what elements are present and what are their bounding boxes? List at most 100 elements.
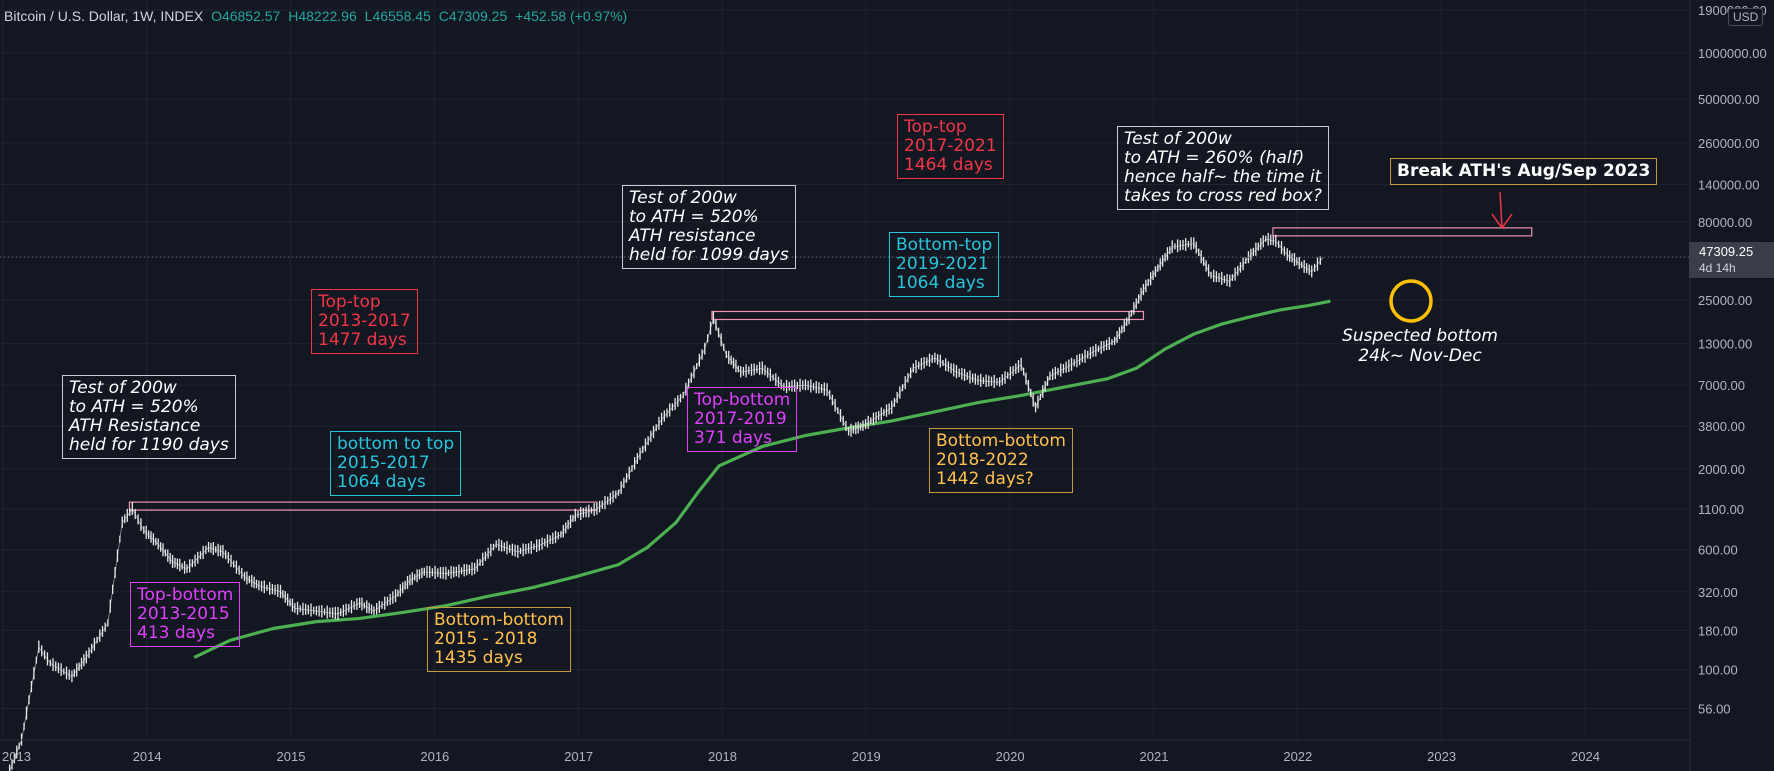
ann-line: Bottom-bottom xyxy=(434,610,564,630)
ann-line: takes to cross red box? xyxy=(1124,186,1322,206)
time-axis[interactable]: 2013 2014 2015 2016 2017 2018 2019 2020 2021 2022… xyxy=(0,739,1690,764)
ann-line: held for 1190 days xyxy=(69,435,229,455)
ma200-polyline xyxy=(193,299,1331,659)
ann-line: to ATH = 520% xyxy=(69,397,199,417)
annotation-test-200w-1: Test of 200w to ATH = 520% ATH Resistanc… xyxy=(62,375,236,459)
ann-line: 2017-2019 xyxy=(694,409,787,429)
price-line xyxy=(9,238,1324,771)
ann-line: Suspected bottom xyxy=(1342,326,1498,346)
ann-line: Test of 200w xyxy=(69,378,177,398)
y-tick-label: 1100.00 xyxy=(1698,502,1744,517)
x-tick-label: 2017 xyxy=(564,749,593,764)
price-series xyxy=(8,232,1324,771)
ann-line: Top-top xyxy=(904,117,967,137)
ann-line: held for 1099 days xyxy=(629,245,789,265)
ann-line: 1442 days? xyxy=(936,469,1034,489)
x-tick-label: 2014 xyxy=(133,749,162,764)
annotation-suspected-bottom: Suspected bottom 24k~ Nov-Dec xyxy=(1332,326,1508,366)
x-tick-label: 2013 xyxy=(2,749,31,764)
ann-line: Top-bottom xyxy=(137,585,234,605)
annotation-bottom-top-2: Bottom-top 2019-2021 1064 days xyxy=(889,232,1000,297)
ann-line: 1477 days xyxy=(318,330,407,350)
y-tick-label: 56.00 xyxy=(1698,702,1731,717)
annotation-top-top-1: Top-top 2013-2017 1477 days xyxy=(311,289,418,354)
ann-line: Bottom-bottom xyxy=(936,431,1066,451)
y-tick-label: 3800.00 xyxy=(1698,419,1745,434)
y-tick-label: 80000.00 xyxy=(1698,215,1752,230)
symbol-title[interactable]: Bitcoin / U.S. Dollar, 1W, INDEX xyxy=(4,8,204,24)
ann-line: Test of 200w xyxy=(629,188,737,208)
price-axis[interactable]: 1900000.001000000.00500000.00260000.0014… xyxy=(1689,0,1767,771)
y-tick-label: 260000.00 xyxy=(1698,136,1759,151)
low-value: L46558.45 xyxy=(364,8,431,24)
annotation-bottom-bottom-1: Bottom-bottom 2015 - 2018 1435 days xyxy=(427,607,571,672)
bar-countdown: 4d 14h xyxy=(1699,261,1736,275)
y-tick-label: 500000.00 xyxy=(1698,92,1759,107)
last-price-tag: 47309.25 4d 14h xyxy=(1689,242,1774,278)
chart-extras xyxy=(0,191,1690,323)
x-tick-label: 2020 xyxy=(996,749,1025,764)
x-tick-label: 2021 xyxy=(1140,749,1169,764)
annotation-top-top-2: Top-top 2017-2021 1464 days xyxy=(897,114,1004,179)
high-value: H48222.96 xyxy=(288,8,357,24)
resistance-box xyxy=(1272,227,1533,237)
ann-line: ATH resistance xyxy=(629,226,756,246)
ann-line: 2018-2022 xyxy=(936,450,1029,470)
symbol-header: Bitcoin / U.S. Dollar, 1W, INDEX O46852.… xyxy=(4,8,631,24)
y-tick-label: 2000.00 xyxy=(1698,462,1745,477)
ann-line: Break ATH's Aug/Sep 2023 xyxy=(1397,161,1651,181)
open-value: O46852.57 xyxy=(211,8,281,24)
ann-line: Top-top xyxy=(318,292,381,312)
y-tick-label: 140000.00 xyxy=(1698,177,1759,192)
x-tick-label: 2019 xyxy=(852,749,881,764)
ann-line: to ATH = 260% (half) xyxy=(1124,148,1305,168)
annotation-top-bottom-2: Top-bottom 2017-2019 371 days xyxy=(687,387,798,452)
change-value: +452.58 (+0.97%) xyxy=(515,8,628,24)
currency-button[interactable]: USD xyxy=(1728,8,1764,26)
annotation-top-bottom-1: Top-bottom 2013-2015 413 days xyxy=(130,582,241,647)
ann-line: 2015-2017 xyxy=(337,453,430,473)
x-tick-label: 2018 xyxy=(708,749,737,764)
ann-line: hence half~ the time it xyxy=(1124,167,1322,187)
last-price-value: 47309.25 xyxy=(1699,244,1754,259)
y-tick-label: 7000.00 xyxy=(1698,378,1745,393)
y-tick-label: 25000.00 xyxy=(1698,293,1752,308)
y-tick-label: 1000000.00 xyxy=(1698,46,1767,61)
annotation-test-200w-3: Test of 200w to ATH = 260% (half) hence … xyxy=(1117,126,1329,210)
break-ath-arrow-head xyxy=(1491,213,1513,230)
ann-line: 2015 - 2018 xyxy=(434,629,538,649)
close-value: C47309.25 xyxy=(438,8,508,24)
y-tick-label: 600.00 xyxy=(1698,543,1738,558)
ann-line: 1464 days xyxy=(904,155,993,175)
annotation-break-ath: Break ATH's Aug/Sep 2023 xyxy=(1390,158,1658,185)
x-tick-label: 2016 xyxy=(420,749,449,764)
ann-line: 2017-2021 xyxy=(904,136,997,156)
ann-line: 413 days xyxy=(137,623,215,643)
ann-line: 2013-2017 xyxy=(318,311,411,331)
ma200-line xyxy=(193,299,1331,659)
annotation-bottom-bottom-2: Bottom-bottom 2018-2022 1442 days? xyxy=(929,428,1073,493)
x-tick-label: 2024 xyxy=(1571,749,1600,764)
ann-line: Bottom-top xyxy=(896,235,993,255)
y-tick-label: 13000.00 xyxy=(1698,337,1752,352)
ann-line: 2019-2021 xyxy=(896,254,989,274)
ann-line: 371 days xyxy=(694,428,772,448)
annotation-test-200w-2: Test of 200w to ATH = 520% ATH resistanc… xyxy=(622,185,796,269)
ann-line: to ATH = 520% xyxy=(629,207,759,227)
ann-line: ATH Resistance xyxy=(69,416,201,436)
y-tick-label: 320.00 xyxy=(1698,585,1738,600)
x-tick-label: 2023 xyxy=(1427,749,1456,764)
x-tick-label: 2022 xyxy=(1283,749,1312,764)
y-tick-label: 100.00 xyxy=(1698,663,1738,678)
ann-line: 1064 days xyxy=(896,273,985,293)
ann-line: 24k~ Nov-Dec xyxy=(1358,346,1482,366)
y-tick-label: 180.00 xyxy=(1698,623,1738,638)
ann-line: 1064 days xyxy=(337,472,426,492)
suspected-bottom-circle xyxy=(1389,279,1433,323)
resistance-box xyxy=(711,310,1145,321)
ann-line: bottom to top xyxy=(337,434,455,454)
ann-line: Top-bottom xyxy=(694,390,791,410)
ann-line: 2013-2015 xyxy=(137,604,230,624)
